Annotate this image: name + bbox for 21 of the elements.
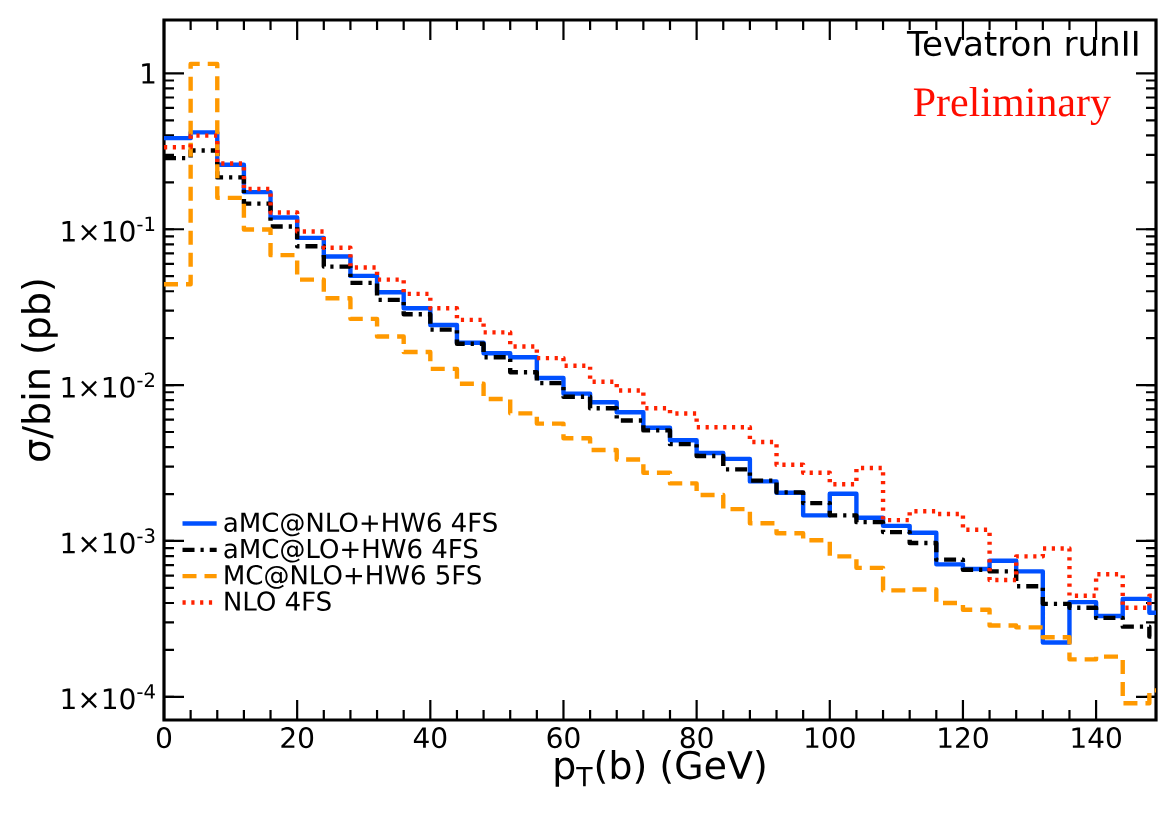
x-tick-label: 80 bbox=[680, 727, 713, 749]
legend-label: MC@NLO+HW6 5FS bbox=[225, 565, 481, 589]
x-tick-label: 40 bbox=[413, 727, 447, 749]
x-axis-title: p$_{T}$(b) (GeV) bbox=[555, 750, 765, 787]
annotation: Tevatron runII bbox=[906, 30, 1138, 57]
x-tick-label: 20 bbox=[281, 727, 314, 749]
legend-label: aMC@NLO+HW6 4FS bbox=[224, 512, 497, 537]
x-tick-label: 120 bbox=[939, 727, 988, 749]
x-tick-label: 60 bbox=[547, 727, 580, 749]
y-tick-label: 1×10$^{-1}$ bbox=[62, 216, 155, 242]
legend-label: aMC@LO+HW6 4FS bbox=[224, 538, 478, 563]
y-tick-label: 1 bbox=[142, 63, 155, 84]
y-axis-title: σ/bin (pb) bbox=[20, 280, 58, 461]
y-tick-label: 1×10$^{-4}$ bbox=[62, 684, 155, 710]
y-tick-label: 1×10$^{-2}$ bbox=[62, 372, 154, 398]
legend-label: NLO 4FS bbox=[225, 591, 331, 611]
x-tick-label: 0 bbox=[156, 727, 172, 749]
annotation: Preliminary bbox=[913, 86, 1111, 126]
x-tick-label: 140 bbox=[1072, 727, 1121, 749]
x-tick-label: 100 bbox=[806, 727, 855, 749]
y-tick-label: 1×10$^{-3}$ bbox=[62, 528, 155, 554]
